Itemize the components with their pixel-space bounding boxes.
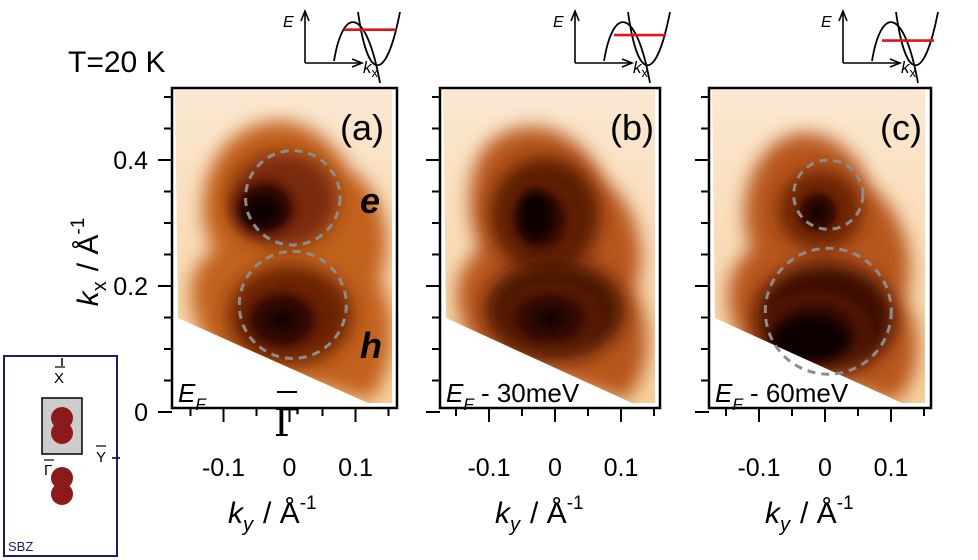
panel-a-energy-label: EF: [178, 378, 207, 414]
x-axis-var-b: k: [495, 497, 512, 530]
sbz-border: [3, 355, 118, 557]
panel-c-energy-symbol: E: [715, 378, 733, 408]
panel-a-intensity-map: [175, 90, 392, 403]
inset-electron-band: [357, 11, 401, 66]
panel-b-frame: [438, 86, 662, 410]
x-axis-var-a: k: [228, 497, 245, 530]
panel-b-label: (b): [610, 107, 654, 148]
inset-hole-band: [333, 21, 381, 84]
inset-k-arrow: [621, 58, 635, 68]
x-axis-unit-a: / Å: [263, 497, 300, 530]
inset-k-sub: x: [910, 65, 917, 80]
band-insets: Ekx Ekx Ekx: [283, 8, 939, 84]
sbz-pocket-3: [51, 467, 73, 489]
inset-e-label: E: [553, 14, 564, 31]
x-axis-exp-a: -1: [300, 493, 317, 514]
x-axis-title-b: ky / Å-1: [495, 493, 584, 536]
inset-hole-band: [871, 21, 919, 84]
x-axis-sub-b: y: [508, 514, 521, 536]
x-tick-label-b: 0: [548, 454, 562, 482]
x-axis-var-c: k: [765, 497, 782, 530]
panel-b-intensity-map: [443, 90, 655, 403]
panel-c-energy-label: EF - 60meV: [715, 378, 849, 414]
panel-a-energy-symbol: E: [178, 378, 196, 408]
panel-c-energy-sub: F: [732, 395, 744, 414]
inset-k-sub: x: [372, 65, 379, 80]
inset-electron-band: [895, 11, 939, 66]
inset-e-arrow: [570, 8, 580, 22]
electron-pocket-label: e: [360, 180, 380, 221]
x-axis-sub-a: y: [241, 514, 254, 536]
panel-a-energy-sub: F: [195, 395, 207, 414]
x-tick-label-a: -0.1: [202, 454, 245, 482]
panel-b: (b) EF - 30meV: [438, 86, 662, 414]
x-tick-label-c: 0.1: [874, 454, 909, 482]
inset-e-label: E: [283, 14, 294, 31]
electron-pocket-circle-a: [244, 149, 342, 247]
x-axis-unit-c: / Å: [800, 497, 837, 530]
inset-k-arrow: [889, 58, 903, 68]
y-axis-sub: x: [89, 281, 111, 291]
band-inset-c: Ekx: [821, 8, 939, 84]
y-tick-label: 0.2: [113, 273, 148, 301]
y-axis-exp: -1: [68, 218, 89, 235]
axis-ticks: -0.1 0 0.1 -0.1 0 0.1 -0.1 0 0.1 0 0.2 0.4: [113, 96, 925, 482]
panel-c: (c) EF - 60meV: [707, 86, 933, 414]
panel-b-energy-sub: F: [463, 395, 475, 414]
gamma-label: Γ: [274, 401, 300, 445]
y-axis-title: kx / Å-1: [68, 218, 111, 307]
hole-pocket-circle-a: [237, 249, 348, 360]
y-axis-var: k: [72, 289, 105, 306]
x-tick-label-b: 0.1: [604, 454, 639, 482]
panel-b-energy-symbol: E: [446, 378, 464, 408]
sbz-gamma-label: Γ: [44, 462, 52, 479]
band-inset-b: Ekx: [553, 8, 671, 84]
sbz-pocket-4: [51, 483, 73, 505]
x-tick-label-a: 0: [283, 454, 297, 482]
panel-c-energy-suffix: - 60meV: [743, 378, 849, 408]
x-tick-label-a: 0.1: [338, 454, 373, 482]
x-axis-sub-c: y: [778, 514, 791, 536]
panel-c-frame: [707, 86, 933, 410]
temperature-label: T=20 K: [68, 46, 166, 79]
inset-e-label: E: [821, 14, 832, 31]
x-axis-unit-b: / Å: [530, 497, 567, 530]
x-tick-label-c: -0.1: [737, 454, 780, 482]
sbz-pocket-2: [51, 422, 73, 444]
sbz-inset: X Y Γ SBZ: [3, 355, 120, 557]
inset-e-arrow: [300, 8, 310, 22]
x-axis-exp-c: -1: [837, 493, 854, 514]
panel-c-label: (c): [880, 107, 922, 148]
y-axis-unit: / Å: [72, 235, 105, 272]
electron-pocket-circle-c: [792, 158, 865, 231]
inset-electron-band: [627, 11, 671, 66]
inset-k-sub: x: [642, 65, 649, 80]
sbz-y-label: Y: [96, 449, 106, 466]
x-axis-exp-b: -1: [567, 493, 584, 514]
sbz-x-label: X: [54, 370, 64, 387]
inset-e-arrow: [838, 8, 848, 22]
hole-pocket-circle-c: [763, 246, 893, 376]
gamma-marker: Γ: [274, 391, 300, 445]
x-tick-label-b: -0.1: [467, 454, 510, 482]
inset-hole-band: [603, 21, 651, 84]
x-tick-label-c: 0: [818, 454, 832, 482]
y-tick-label: 0: [134, 399, 148, 427]
panel-b-energy-label: EF - 30meV: [446, 378, 580, 414]
panel-b-energy-suffix: - 30meV: [474, 378, 580, 408]
sbz-label: SBZ: [8, 539, 33, 554]
panel-a-frame: [170, 86, 399, 410]
inset-k-arrow: [351, 58, 365, 68]
x-axis-title-a: ky / Å-1: [228, 493, 317, 536]
y-tick-label: 0.4: [113, 147, 148, 175]
panel-a-label: (a): [340, 107, 384, 148]
x-axis-title-c: ky / Å-1: [765, 493, 854, 536]
band-inset-a: Ekx: [283, 8, 401, 84]
panel-a: (a) e h EF Γ: [170, 86, 399, 445]
hole-pocket-label: h: [360, 325, 382, 366]
